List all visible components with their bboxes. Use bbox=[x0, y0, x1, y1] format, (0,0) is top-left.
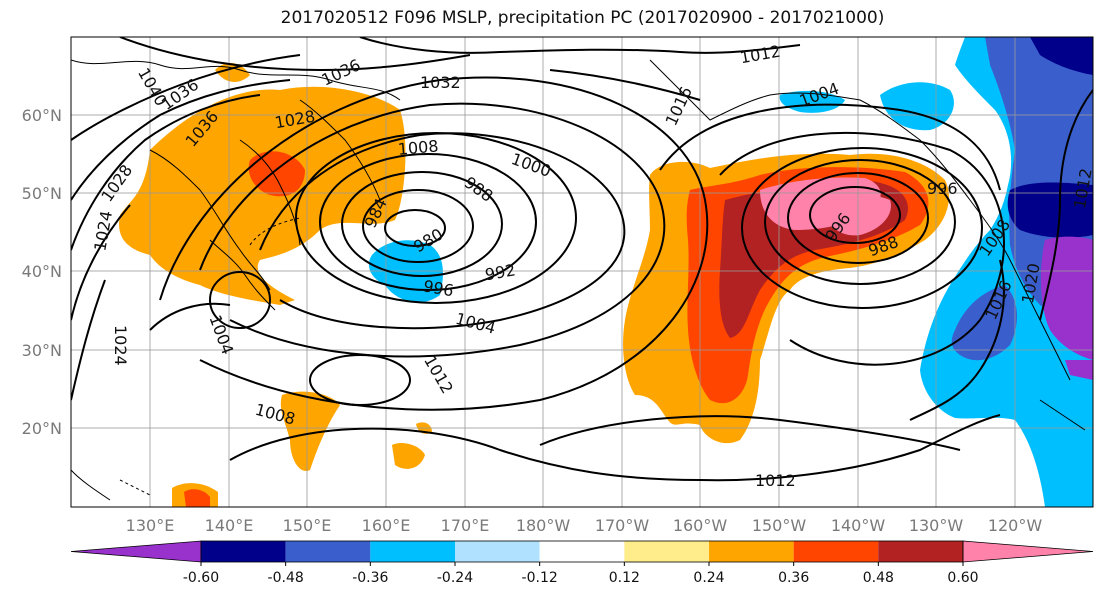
colorbar-segment bbox=[370, 541, 455, 562]
isobar-label: 1032 bbox=[420, 73, 461, 92]
colorbar-segment bbox=[539, 541, 625, 562]
lon-label: 150°W bbox=[752, 516, 807, 535]
colorbar-tick-label: 0.48 bbox=[863, 570, 894, 586]
lat-label: 50°N bbox=[22, 184, 62, 203]
colorbar-tick-label: -0.36 bbox=[352, 570, 388, 586]
lon-label: 150°E bbox=[283, 516, 332, 535]
colorbar-segment bbox=[70, 540, 202, 563]
isobar-label: 1024 bbox=[111, 325, 130, 366]
lat-label: 30°N bbox=[22, 341, 62, 360]
lon-label: 160°E bbox=[362, 516, 411, 535]
lon-label: 140°W bbox=[831, 516, 886, 535]
lon-label: 130°E bbox=[126, 516, 175, 535]
lon-label: 130°W bbox=[909, 516, 964, 535]
colorbar bbox=[70, 540, 1094, 563]
map-frame bbox=[70, 36, 1094, 508]
isobar-label: 996 bbox=[927, 179, 958, 198]
colorbar-tick-label: -0.48 bbox=[268, 570, 304, 586]
map-gridlines bbox=[71, 37, 1093, 507]
lon-label: 120°W bbox=[988, 516, 1043, 535]
colorbar-segment bbox=[201, 541, 286, 562]
isobar-label: 1012 bbox=[755, 471, 796, 490]
lon-label: 160°W bbox=[673, 516, 728, 535]
colorbar-tick-label: -0.24 bbox=[437, 570, 473, 586]
colorbar-tick-label: -0.12 bbox=[522, 570, 558, 586]
isobar-contours bbox=[71, 37, 1093, 482]
lat-label: 60°N bbox=[22, 106, 62, 125]
colorbar-tick-label: -0.60 bbox=[183, 570, 219, 586]
colorbar-segment bbox=[285, 541, 371, 562]
colorbar-tick-label: 0.12 bbox=[609, 570, 640, 586]
colorbar-segment bbox=[793, 541, 879, 562]
lon-label: 140°E bbox=[205, 516, 254, 535]
colorbar-segment bbox=[455, 541, 540, 562]
colorbar-segment bbox=[878, 541, 963, 562]
lon-label: 180°W bbox=[516, 516, 571, 535]
lat-axis-labels: 60°N 50°N 40°N 30°N 20°N bbox=[22, 106, 62, 438]
map-title: 2017020512 F096 MSLP, precipitation PC (… bbox=[280, 8, 885, 28]
colorbar-tick-label: 0.36 bbox=[778, 570, 809, 586]
precip-positive-asia bbox=[119, 63, 432, 507]
lon-label: 170°W bbox=[595, 516, 650, 535]
lat-label: 20°N bbox=[22, 419, 62, 438]
colorbar-labels: -0.60 -0.48 -0.36 -0.24 -0.12 0.12 0.24 0.36 0.4… bbox=[183, 562, 979, 586]
colorbar-segment bbox=[962, 540, 1094, 563]
precip-positive-pacific bbox=[623, 153, 949, 444]
colorbar-segment bbox=[624, 541, 709, 562]
coast-detail bbox=[119, 217, 301, 496]
colorbar-frame bbox=[200, 540, 964, 563]
colorbar-tick-label: 0.24 bbox=[693, 570, 724, 586]
isobar-label: 1008 bbox=[397, 136, 439, 158]
lat-label: 40°N bbox=[22, 262, 62, 281]
lon-axis-labels: 130°E 140°E 150°E 160°E 170°E 180°W 170°… bbox=[126, 516, 1043, 535]
colorbar-segment bbox=[709, 541, 794, 562]
lon-label: 170°E bbox=[441, 516, 490, 535]
colorbar-tick-label: 0.60 bbox=[947, 570, 978, 586]
